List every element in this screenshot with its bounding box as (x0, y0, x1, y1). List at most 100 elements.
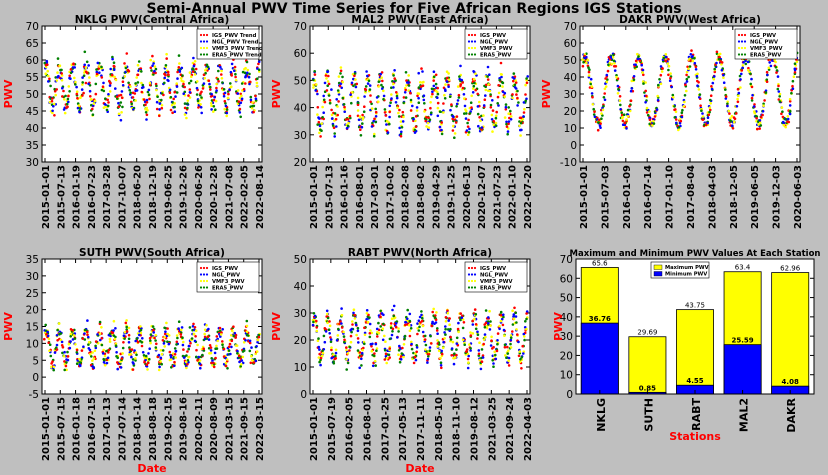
scatter-point (521, 344, 524, 348)
scatter-point (117, 94, 121, 97)
legend-marker (467, 279, 471, 283)
scatter-point (384, 114, 388, 117)
scatter-point (44, 63, 48, 67)
scatter-point (419, 85, 423, 88)
scatter-point (605, 73, 609, 77)
scatter-point (188, 326, 192, 329)
scatter-point (133, 349, 136, 352)
scatter-point (131, 96, 135, 99)
scatter-point (191, 325, 195, 328)
scatter-point (731, 127, 735, 130)
scatter-point (688, 65, 692, 68)
scatter-point (628, 104, 631, 108)
y-tick-label: 10 (560, 370, 573, 382)
scatter-point (683, 94, 687, 97)
scatter-series-group (43, 319, 261, 372)
scatter-point (771, 59, 774, 62)
scatter-point (616, 84, 620, 88)
scatter-point (72, 334, 76, 337)
scatter-point (615, 75, 618, 79)
scatter-point (520, 356, 523, 359)
scatter-point (678, 121, 682, 125)
scatter-point (140, 81, 143, 85)
scatter-point (526, 75, 529, 78)
scatter-point (668, 79, 672, 82)
scatter-point (522, 332, 526, 336)
scatter-series-group (311, 304, 529, 371)
scatter-point (56, 328, 59, 332)
scatter-point (358, 351, 362, 354)
legend-swatch (653, 264, 663, 270)
scatter-point (762, 104, 765, 107)
scatter-point (630, 87, 634, 90)
scatter-point (247, 75, 251, 79)
scatter-point (143, 360, 146, 364)
scatter-point (468, 112, 472, 115)
scatter-point (367, 313, 370, 317)
scatter-point (616, 92, 620, 95)
legend-marker (473, 40, 477, 43)
x-tick-label: 2018-11-10 (452, 397, 463, 461)
scatter-point (148, 357, 151, 361)
scatter-point (173, 110, 177, 113)
scatter-point (424, 348, 427, 351)
scatter-point (75, 348, 79, 352)
scatter-point (615, 74, 618, 77)
scatter-point (337, 100, 340, 103)
scatter-point (765, 70, 769, 74)
scatter-point (143, 356, 147, 360)
scatter-point (205, 63, 209, 67)
scatter-point (430, 111, 433, 114)
scatter-point (182, 340, 185, 344)
scatter-point (724, 88, 727, 91)
scatter-point (330, 108, 333, 112)
scatter-point (85, 60, 89, 64)
scatter-point (360, 354, 363, 358)
x-tick-label: 2021-03-15 (224, 397, 235, 461)
scatter-point (94, 92, 98, 96)
scatter-point (132, 108, 135, 111)
scatter-point (196, 343, 199, 347)
x-tick-label: 2018-01-14 (133, 397, 144, 461)
scatter-point (340, 313, 344, 317)
scatter-point (69, 340, 72, 343)
x-tick-label: 2021-03-25 (487, 397, 498, 461)
scatter-point (122, 334, 126, 338)
scatter-point (135, 337, 139, 340)
scatter-point (629, 99, 633, 102)
scatter-point (360, 351, 364, 355)
scatter-point (361, 113, 364, 117)
scatter-point (394, 79, 397, 82)
chart-panel-2: MAL2 PWV(East Africa)203040506070PWV2015… (270, 14, 534, 229)
scatter-point (667, 64, 671, 68)
legend-marker (473, 273, 477, 276)
scatter-point (327, 74, 330, 78)
scatter-point (472, 84, 476, 88)
scatter-point (186, 363, 189, 366)
scatter-point (602, 96, 606, 99)
y-tick-label: 35 (26, 140, 39, 152)
scatter-point (505, 122, 508, 126)
scatter-point (219, 333, 223, 336)
scatter-point (257, 68, 261, 72)
scatter-point (709, 102, 712, 105)
scatter-point (432, 70, 436, 73)
scatter-point (117, 105, 121, 108)
scatter-point (252, 110, 255, 114)
scatter-point (113, 337, 117, 341)
scatter-point (715, 61, 718, 65)
bar-value-label-max: 29.69 (637, 329, 657, 337)
scatter-point (381, 87, 384, 90)
scatter-point (768, 61, 771, 64)
y-tick-label: 60 (564, 38, 577, 50)
legend-label: ERA5_PWV (212, 286, 243, 292)
x-tick-label: 2018-12-05 (729, 165, 740, 229)
scatter-point (465, 350, 468, 353)
scatter-point (431, 92, 434, 96)
scatter-point (342, 335, 346, 338)
scatter-point (382, 98, 385, 101)
scatter-point (93, 349, 97, 353)
scatter-point (54, 93, 57, 97)
scatter-point (345, 358, 348, 361)
scatter-point (706, 121, 709, 125)
